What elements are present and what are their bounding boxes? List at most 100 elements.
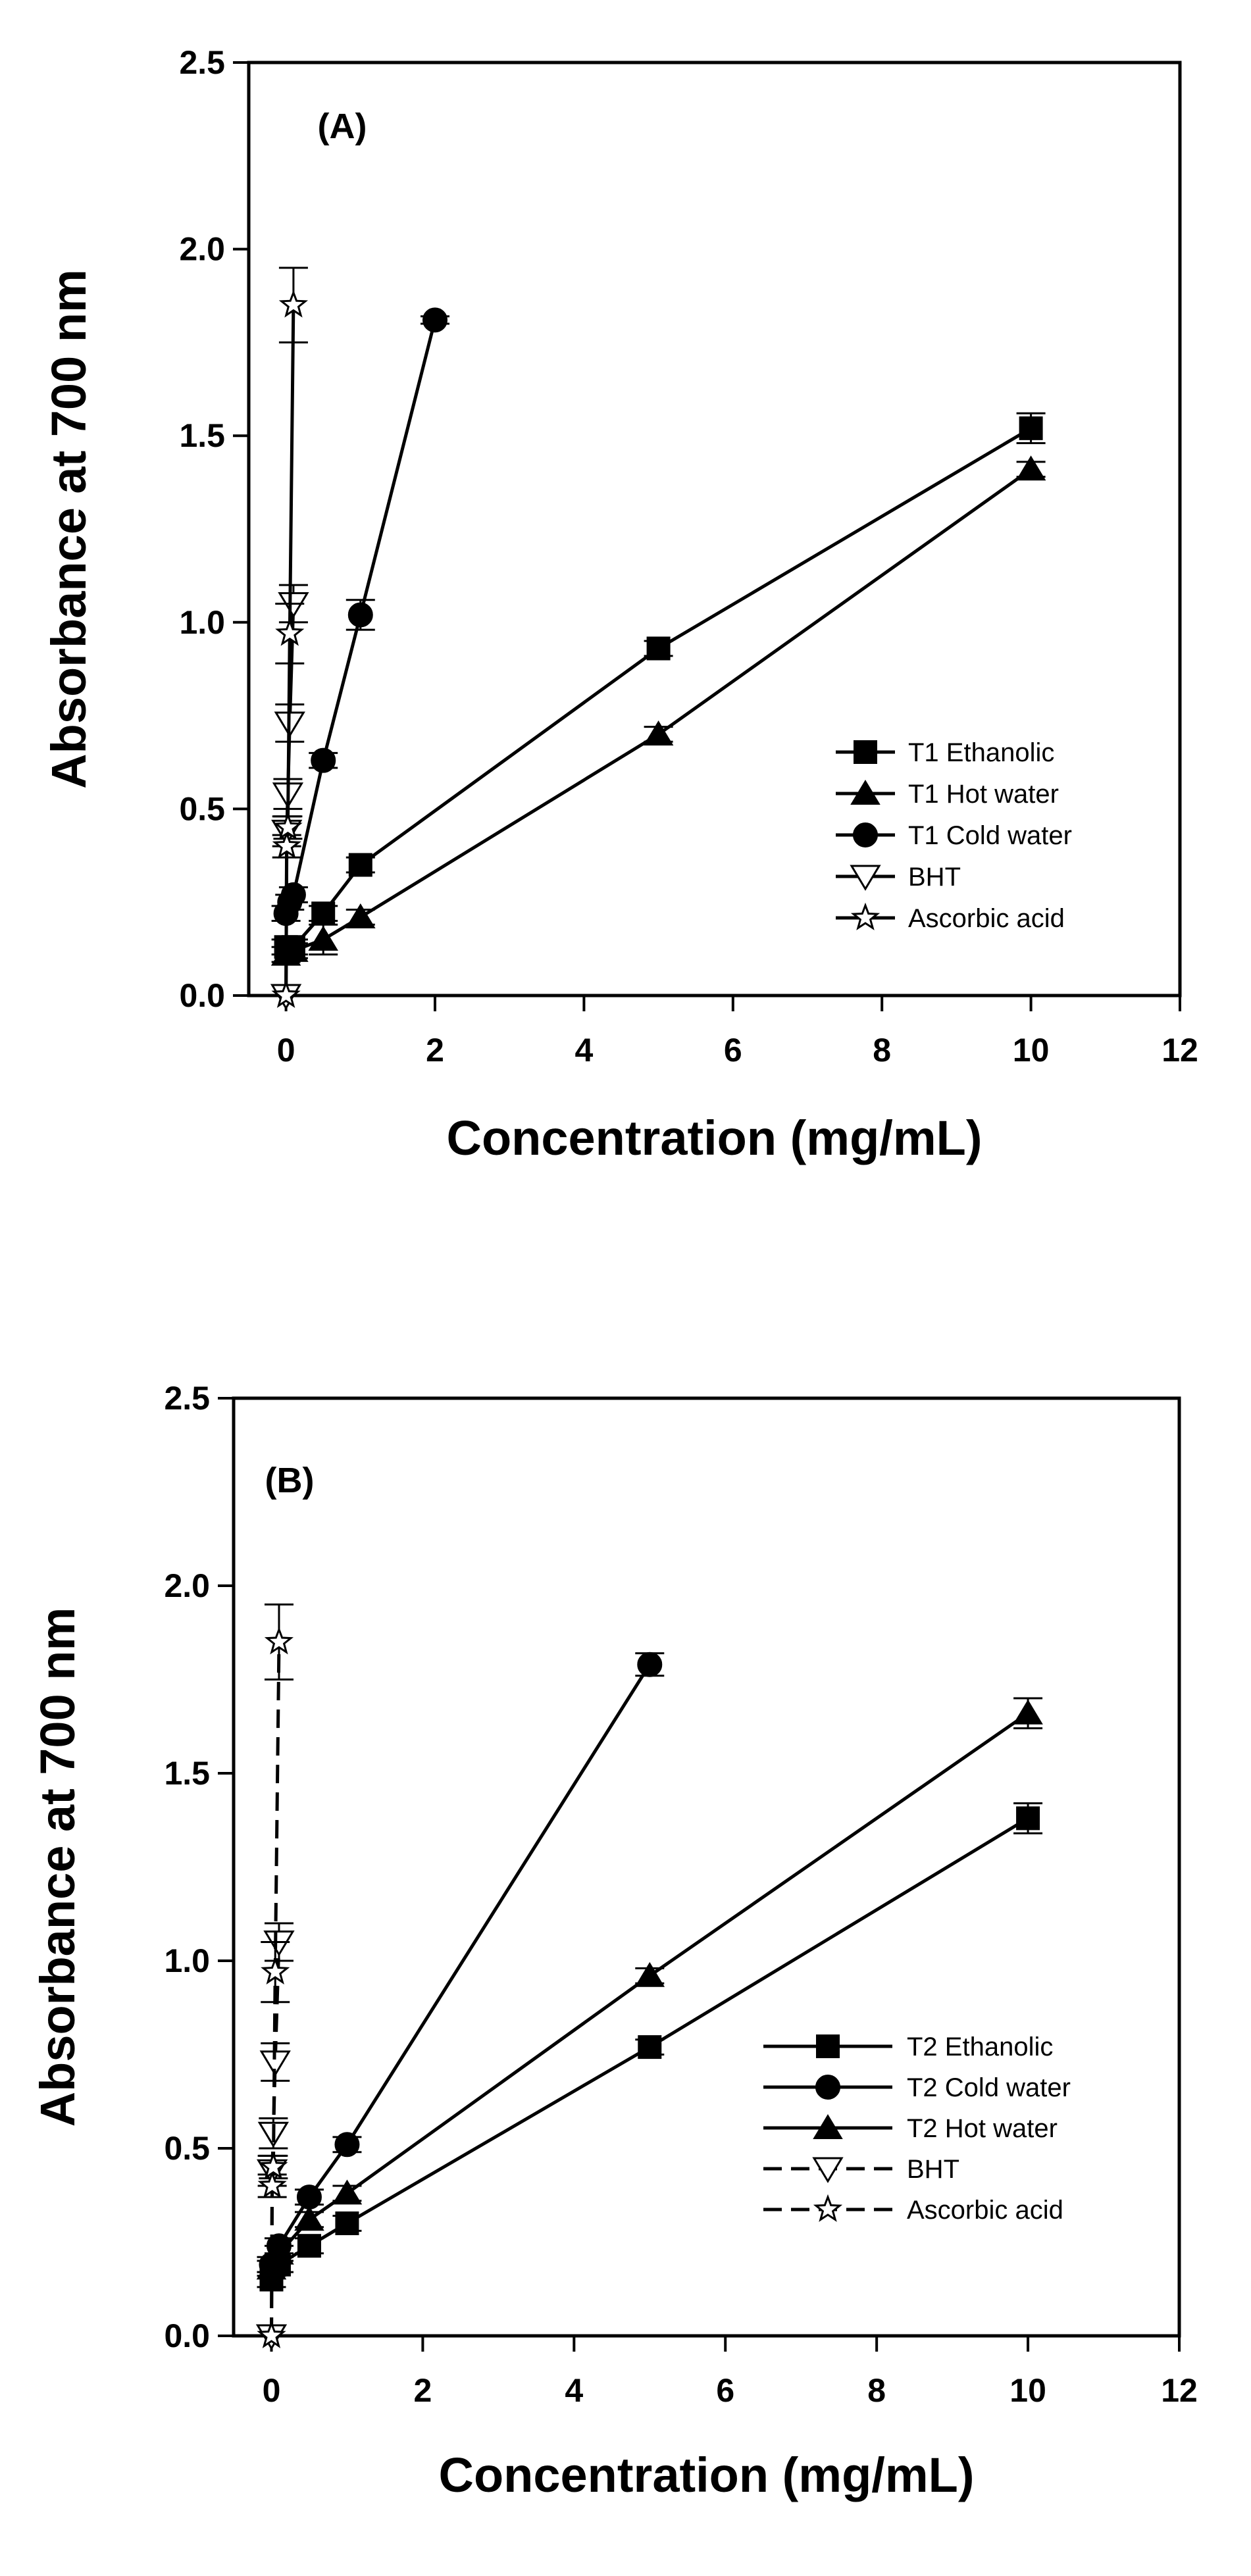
legend: T2 Ethanolic T2 Cold water T2 Hot water BHT…: [763, 2033, 1071, 2225]
data-point: [348, 853, 372, 877]
series-t1-cold-water: [271, 307, 449, 926]
legend-entry: Ascorbic acid: [836, 902, 1065, 933]
x-tick-label: 12: [1162, 1032, 1198, 1069]
legend-label: BHT: [908, 863, 961, 892]
legend-marker: [850, 902, 881, 930]
data-point: [332, 2179, 363, 2205]
y-tick-label: 1.5: [179, 417, 225, 454]
legend-label: Ascorbic acid: [908, 904, 1065, 933]
series-t2-hot-water: [256, 1697, 1043, 2280]
legend-marker: [850, 865, 881, 891]
data-point: [646, 636, 671, 661]
x-tick-label: 4: [565, 2372, 583, 2409]
legend-entry: T2 Ethanolic: [763, 2033, 1053, 2061]
chart-panel-b: 0 2 4 6 8 10 12 0.0 0.5 1.0 1.5 2.0 2.5 Concentration…: [30, 1380, 1198, 2502]
legend: T1 Ethanolic T1 Hot water T1 Cold water BHT…: [836, 738, 1072, 933]
legend-marker: [813, 2114, 843, 2139]
panel-label: (B): [265, 1461, 315, 1500]
data-point: [275, 618, 305, 646]
data-point: [637, 1652, 663, 1677]
data-point: [422, 307, 447, 333]
series-t2-cold-water: [257, 1652, 665, 2277]
data-point: [1013, 1699, 1043, 1725]
legend-entry: BHT: [836, 863, 961, 892]
data-point: [259, 2152, 288, 2180]
data-point: [1015, 455, 1046, 481]
data-point: [334, 2132, 360, 2158]
y-tick-label: 0.5: [164, 2130, 210, 2167]
x-tick-label: 12: [1161, 2372, 1198, 2409]
legend-label: T1 Cold water: [908, 821, 1072, 850]
data-point: [257, 2170, 287, 2198]
legend-entry: T1 Cold water: [836, 821, 1072, 850]
legend-marker: [813, 2194, 843, 2222]
legend-label: Ascorbic acid: [907, 2196, 1063, 2225]
legend-entry: Ascorbic acid: [763, 2194, 1063, 2225]
legend-label: T2 Hot water: [907, 2114, 1058, 2143]
y-tick-label: 2.0: [164, 1567, 210, 1604]
series-line: [270, 1663, 651, 2265]
series-t1-hot-water: [270, 455, 1046, 966]
x-tick-label: 10: [1013, 1032, 1050, 1069]
plot-frame: [247, 61, 1182, 998]
y-tick-label: 2.5: [179, 44, 225, 81]
data-point: [634, 1961, 665, 1987]
data-point: [347, 602, 373, 628]
y-axis-title: Absorbance at 700 nm: [30, 1607, 85, 2127]
plot-frame: [232, 1396, 1181, 2338]
y-tick-label: 2.0: [179, 231, 225, 268]
series-ascorbic-acid: [271, 266, 309, 1008]
x-axis-title: Concentration (mg/mL): [447, 1111, 983, 1165]
legend-label: T1 Hot water: [908, 780, 1059, 809]
chart-panel-a: 0 2 4 6 8 10 12 0.0 0.5 1.0 1.5 2.0 2.5 Concentration…: [41, 44, 1198, 1165]
data-point: [1019, 416, 1043, 440]
x-axis-title: Concentration (mg/mL): [439, 2448, 975, 2502]
x-tick-label: 6: [724, 1032, 742, 1069]
data-point: [311, 901, 336, 926]
panel-label: (A): [318, 107, 367, 146]
data-point: [311, 747, 336, 773]
x-tick-label: 6: [716, 2372, 734, 2409]
legend-entry: T1 Hot water: [836, 780, 1059, 809]
legend-entry: T2 Hot water: [763, 2114, 1058, 2143]
legend-marker: [850, 780, 881, 805]
legend-label: BHT: [907, 2155, 959, 2184]
data-point: [272, 830, 301, 859]
y-tick-label: 0.0: [179, 977, 225, 1014]
x-tick-label: 8: [867, 2372, 886, 2409]
y-axis-title: Absorbance at 700 nm: [41, 269, 96, 789]
x-tick-label: 2: [413, 2372, 432, 2409]
legend-marker: [853, 822, 878, 847]
x-tick-label: 2: [426, 1032, 444, 1069]
x-tick-label: 0: [263, 2372, 281, 2409]
data-point: [294, 2206, 324, 2231]
data-point: [643, 720, 674, 745]
legend-label: T2 Cold water: [907, 2073, 1071, 2102]
data-point: [271, 980, 301, 1008]
y-tick-label: 1.5: [164, 1755, 210, 1792]
legend-label: T2 Ethanolic: [907, 2033, 1053, 2061]
x-tick-label: 8: [873, 1032, 891, 1069]
legend-label: T1 Ethanolic: [908, 738, 1054, 767]
data-point: [278, 290, 309, 318]
data-point: [273, 812, 303, 840]
legend-entry: BHT: [763, 2155, 959, 2184]
legend-entry: T1 Ethanolic: [836, 738, 1054, 767]
legend-marker: [815, 2075, 840, 2100]
legend-entry: T2 Cold water: [763, 2073, 1071, 2102]
data-point: [261, 1956, 290, 1984]
y-tick-label: 1.0: [179, 604, 225, 641]
y-tick-label: 0.0: [164, 2317, 210, 2354]
data-point: [345, 903, 376, 928]
y-tick-label: 2.5: [164, 1380, 210, 1417]
x-tick-label: 10: [1009, 2372, 1046, 2409]
y-tick-label: 1.0: [164, 1942, 210, 1979]
series-line: [270, 1711, 1029, 2269]
x-tick-label: 4: [574, 1032, 593, 1069]
legend-marker: [816, 2034, 840, 2058]
legend-marker: [812, 2157, 844, 2183]
series-ascorbic-acid: [257, 1604, 294, 2348]
x-tick-label: 0: [277, 1032, 295, 1069]
data-point: [335, 2211, 359, 2235]
